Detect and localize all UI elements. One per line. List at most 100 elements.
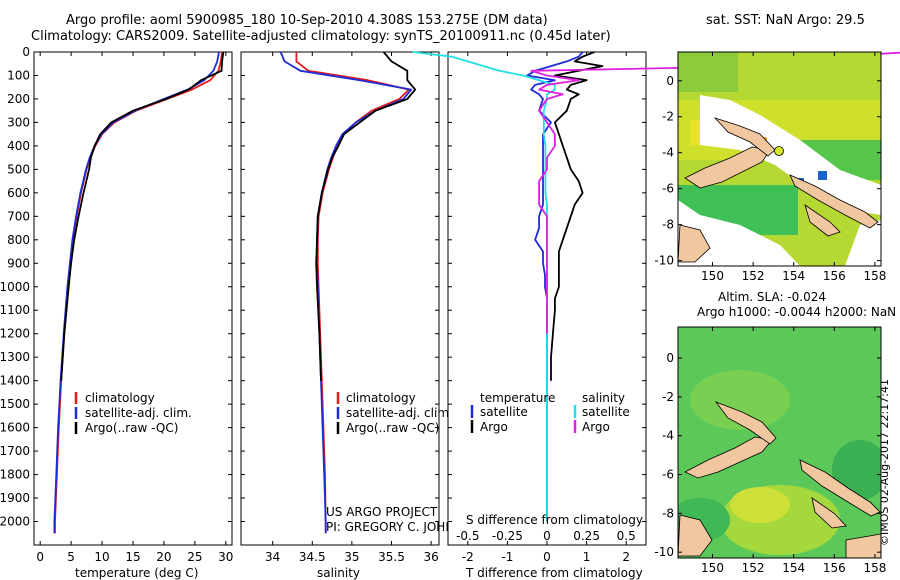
depth-ticks: 0 100 200 300 400 500 600 700 800 900 1000 1100 1200… — [0, 45, 232, 529]
legend-label-argo: Argo(..raw -QC) — [85, 421, 178, 435]
sla-map-land — [714, 401, 777, 445]
temperature-panel: 0100200300400500600700800900100011001200… — [0, 45, 233, 580]
x-tick-label: 0 — [543, 550, 551, 564]
map-x-tick-label: 152 — [742, 269, 765, 283]
salinity-panel: 34 34.5 35 35.5 36 salinity climatology sate… — [240, 51, 480, 580]
depth-tick-label: 1200 — [0, 327, 30, 341]
x-tick-label: -2 — [462, 550, 474, 564]
sst-map-land — [713, 117, 776, 157]
series-line — [60, 51, 225, 381]
x-tick-label: 0 — [36, 550, 44, 564]
map-y-tick-label: -4 — [662, 429, 674, 443]
depth-tick-label: 1100 — [0, 303, 30, 317]
sst-title: sat. SST: NaN Argo: 29.5 — [706, 13, 865, 28]
depth-tick-label: 100 — [7, 68, 30, 82]
legend-label-s-argo: Argo — [582, 420, 610, 434]
map-y-tick-label: -8 — [662, 218, 674, 232]
s-difference-axis-label: S difference from climatology — [466, 513, 643, 527]
legend-label-satellite: satellite-adj. clim. — [85, 406, 192, 420]
map-y-tick-label: -10 — [654, 254, 674, 268]
s-tick-label: 0.5 — [617, 529, 636, 543]
map-y-tick-label: -2 — [662, 110, 674, 124]
sla-map-mid-anomaly — [690, 370, 790, 430]
difference-panel: -2 -1 0 1 2-0.5 -0.25 0 0.25 0.5 T difference fr… — [412, 51, 900, 580]
x-tick-label: 5 — [67, 550, 75, 564]
sst-map-axes — [677, 51, 882, 267]
legend-label-s-satellite: satellite — [582, 405, 630, 419]
depth-tick-label: 800 — [7, 233, 30, 247]
depth-tick-label: 700 — [7, 209, 30, 223]
salinity-axis-label: salinity — [317, 566, 360, 580]
legend-label-satellite: satellite-adj. clim. — [346, 406, 453, 420]
map-x-tick-label: 154 — [782, 561, 805, 575]
depth-tick-label: 200 — [7, 92, 30, 106]
depth-tick-label: 1800 — [0, 468, 30, 482]
sla-map-land — [811, 497, 847, 529]
title-line-2: Climatology: CARS2009. Satellite-adjuste… — [31, 29, 611, 44]
map-y-tick-label: -2 — [662, 390, 674, 404]
x-tick-label: -1 — [501, 550, 513, 564]
map-x-tick-label: 154 — [782, 269, 805, 283]
x-tick-label: 15 — [125, 550, 140, 564]
depth-tick-label: 600 — [7, 186, 30, 200]
salinity-axes — [240, 51, 440, 546]
depth-tick-label: 1500 — [0, 397, 30, 411]
sla-map-ticks: 150 152 154 156 158 0 -2 -4 -6 -8 -10 — [654, 327, 886, 575]
legend-head-temperature: temperature — [480, 391, 555, 405]
sst-map: 150 152 154 156 158 0 -2 -4 -6 -8 -10 — [654, 51, 886, 283]
sst-map-cloud-mask — [845, 220, 881, 266]
legend-head-salinity: salinity — [582, 391, 625, 405]
map-y-tick-label: -8 — [662, 506, 674, 520]
depth-tick-label: 1900 — [0, 491, 30, 505]
temperature-ticks: 0 5 10 15 20 25 30 — [36, 52, 233, 564]
depth-tick-label: 1300 — [0, 350, 30, 364]
x-tick-label: 35.5 — [378, 550, 405, 564]
map-y-tick-label: 0 — [666, 74, 674, 88]
legend-label-climatology: climatology — [85, 391, 155, 405]
difference-legend: temperature salinity satellite Argo sate… — [470, 391, 630, 434]
temperature-axis-label: temperature (deg C) — [75, 566, 198, 580]
sst-map-cloud-mask — [700, 95, 881, 215]
depth-tick-label: 400 — [7, 139, 30, 153]
map-y-tick-label: -4 — [662, 146, 674, 160]
sla-map: 150 152 154 156 158 0 -2 -4 -6 -8 -10 — [654, 326, 886, 575]
temperature-lines — [53, 51, 225, 534]
x-tick-label: 34 — [265, 550, 280, 564]
legend-label-argo: Argo(..raw -QC) — [346, 421, 439, 435]
s-tick-label: -0.5 — [456, 529, 479, 543]
s-tick-label: 0.25 — [573, 529, 600, 543]
series-line — [530, 51, 900, 334]
map-y-tick-label: -6 — [662, 468, 674, 482]
argo-position-marker — [774, 146, 784, 156]
sst-map-cold-pixel — [818, 171, 827, 180]
legend-label-t-argo: Argo — [480, 420, 508, 434]
depth-tick-label: 900 — [7, 256, 30, 270]
x-tick-label: 1 — [583, 550, 591, 564]
x-tick-label: 30 — [218, 550, 233, 564]
s-tick-label: -0.25 — [492, 529, 523, 543]
depth-tick-label: 500 — [7, 162, 30, 176]
x-tick-label: 20 — [156, 550, 171, 564]
map-x-tick-label: 158 — [863, 269, 886, 283]
sst-map-land — [789, 174, 879, 229]
sst-map-ticks: 150 152 154 156 158 0 -2 -4 -6 -8 -10 — [654, 52, 886, 283]
map-x-tick-label: 156 — [823, 561, 846, 575]
salinity-legend: climatology satellite-adj. clim. Argo(..… — [336, 391, 453, 435]
map-x-tick-label: 156 — [823, 269, 846, 283]
difference-lines — [412, 51, 900, 522]
x-tick-label: 25 — [187, 550, 202, 564]
sla-map-land — [845, 533, 881, 558]
x-tick-label: 36 — [423, 550, 438, 564]
depth-tick-label: 1000 — [0, 280, 30, 294]
sla-map-axes — [677, 326, 882, 559]
legend-label-climatology: climatology — [346, 391, 416, 405]
map-x-tick-label: 150 — [701, 561, 724, 575]
map-x-tick-label: 150 — [701, 269, 724, 283]
sst-map-land — [804, 204, 841, 237]
sla-title-2: Argo h1000: -0.0044 h2000: NaN — [697, 305, 897, 319]
salinity-depth-ticks — [241, 51, 439, 523]
sla-map-high-anomaly — [730, 487, 790, 523]
depth-tick-label: 1600 — [0, 421, 30, 435]
difference-ticks: -2 -1 0 1 2 -0.5 -0.25 0 0.25 0.5 — [456, 52, 636, 564]
